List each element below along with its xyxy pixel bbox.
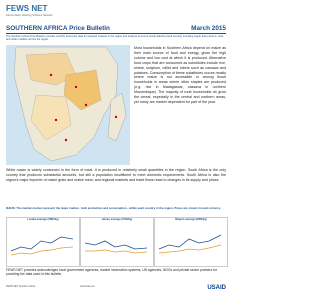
- map: [6, 45, 130, 165]
- mini-plot: [84, 240, 148, 254]
- mini-chart: Lusaka average (ZMK/kg): [6, 217, 80, 267]
- figure-caption: MAIZE: The markets below represent the m…: [6, 206, 221, 210]
- mini-chart-title: Harare average (USD/kg): [101, 218, 133, 221]
- body-column: Most households in Southern Africa depen…: [134, 46, 226, 104]
- mini-chart-title: Maputo average (MZN/kg): [175, 218, 207, 221]
- note: FEWS NET provides acknowledges local gov…: [6, 268, 218, 277]
- page: {"header": {"logo": "FEWS NET", "tagline…: [6, 4, 228, 291]
- mini-chart: Harare average (USD/kg): [80, 217, 154, 267]
- footer-contact: FEWS NET Southern Africa: [6, 285, 36, 288]
- body-wide: White maize is widely consumed in the fo…: [6, 168, 226, 182]
- logo: FEWS NET: [6, 4, 48, 13]
- intro: The Southern Africa Price Bulletin provi…: [6, 35, 224, 42]
- agency-logo: USAID: [207, 285, 226, 291]
- tagline: Famine Early Warning Systems Network: [6, 14, 53, 17]
- footer-website: www.fews.net: [80, 285, 95, 288]
- mini-chart-title: Lusaka average (ZMK/kg): [27, 218, 59, 221]
- mini-plot: [158, 234, 222, 254]
- mini-plot: [10, 236, 74, 256]
- rule: [6, 33, 226, 34]
- date: March 2015: [191, 25, 226, 32]
- markets: [49, 73, 118, 142]
- region: [63, 69, 102, 111]
- region: [30, 94, 72, 141]
- mini-chart: Maputo average (MZN/kg): [154, 217, 228, 267]
- title: SOUTHERN AFRICA Price Bulletin: [6, 25, 110, 32]
- chart-row: Lusaka average (ZMK/kg) Harare average (…: [6, 217, 228, 267]
